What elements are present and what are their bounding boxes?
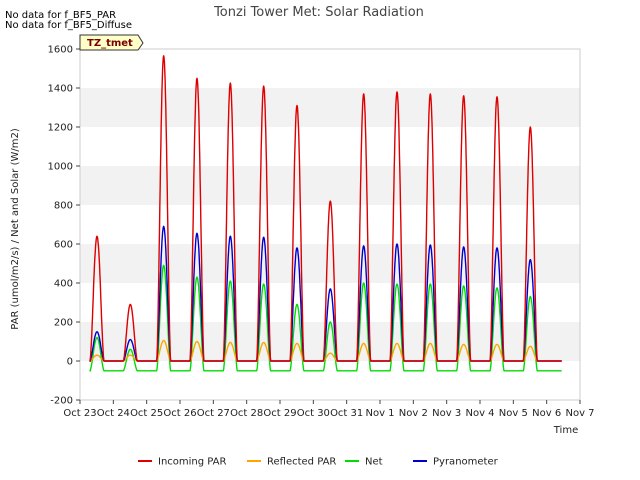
series-layer xyxy=(89,55,562,372)
y-tick-label: -200 xyxy=(50,396,73,407)
x-tick-label: Oct 25 xyxy=(130,408,163,419)
y-tick-label: 1000 xyxy=(48,162,73,173)
x-axis: Oct 23 Oct 24 Oct 25 Oct 26 Oct 27 Oct 28 Oct … xyxy=(63,400,595,419)
x-tick-label: Nov 6 xyxy=(532,408,561,419)
grid-band xyxy=(80,361,580,400)
x-tick-label: Nov 1 xyxy=(365,408,394,419)
x-tick-label: Oct 29 xyxy=(263,408,296,419)
x-tick-label: Oct 28 xyxy=(230,408,263,419)
site-badge-label: TZ_tmet xyxy=(87,38,133,49)
y-tick-label: 800 xyxy=(54,201,73,212)
x-tick-label: Nov 2 xyxy=(399,408,428,419)
grid-band xyxy=(80,88,580,127)
y-axis-label: PAR (umol/m2/s) / Net and Solar (W/m2) xyxy=(10,128,21,330)
x-tick-label: Oct 23 xyxy=(63,408,96,419)
y-tick-label: 600 xyxy=(54,240,73,251)
x-tick-label: Oct 31 xyxy=(330,408,363,419)
y-tick-label: 1400 xyxy=(48,84,73,95)
y-tick-label: 400 xyxy=(54,279,73,290)
legend-label: Net xyxy=(365,457,383,468)
plot-background-bands xyxy=(80,49,580,400)
y-tick-label: 0 xyxy=(67,357,73,368)
grid-band xyxy=(80,205,580,244)
y-axis: -200 0 200 400 600 800 1000 1200 1400 1600 xyxy=(48,45,80,407)
no-data-note-diffuse: No data for f_BF5_Diffuse xyxy=(5,20,132,31)
grid-band xyxy=(80,49,580,88)
chart-title: Tonzi Tower Met: Solar Radiation xyxy=(213,5,424,20)
no-data-note-par: No data for f_BF5_PAR xyxy=(5,10,116,21)
legend-label: Pyranometer xyxy=(433,457,499,468)
x-tick-label: Nov 4 xyxy=(465,408,494,419)
legend-label: Incoming PAR xyxy=(158,457,227,468)
x-axis-label: Time xyxy=(553,425,578,436)
legend: Incoming PAR Reflected PAR Net Pyranometer xyxy=(138,457,499,468)
x-tick-label: Nov 3 xyxy=(432,408,461,419)
series-line-incoming-par xyxy=(89,55,562,362)
series-line-net xyxy=(89,264,562,372)
x-tick-label: Oct 27 xyxy=(197,408,230,419)
plot-frame xyxy=(79,48,581,401)
grid-band xyxy=(80,127,580,166)
x-tick-label: Nov 5 xyxy=(499,408,528,419)
x-tick-label: Oct 30 xyxy=(297,408,330,419)
y-tick-label: 1600 xyxy=(48,45,73,56)
legend-label: Reflected PAR xyxy=(267,457,336,468)
x-tick-label: Oct 26 xyxy=(163,408,196,419)
grid-band xyxy=(80,322,580,361)
site-badge: TZ_tmet xyxy=(79,34,144,51)
y-tick-label: 200 xyxy=(54,318,73,329)
x-tick-label: Oct 24 xyxy=(97,408,130,419)
grid-band xyxy=(80,166,580,205)
y-tick-label: 1200 xyxy=(48,123,73,134)
grid-band xyxy=(80,244,580,283)
x-tick-label: Nov 7 xyxy=(565,408,594,419)
